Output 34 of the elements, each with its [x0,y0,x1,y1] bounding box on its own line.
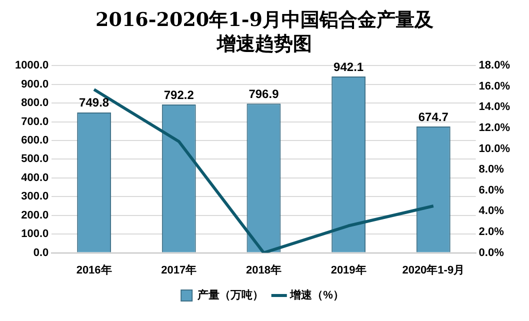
y2-tick-label: 8.0% [478,164,504,176]
y-tick-label: 700.0 [21,116,49,128]
x-tick-label: 2016年 [76,263,112,276]
data-label: 749.8 [79,96,110,110]
x-tick-label: 2019年 [330,263,366,276]
y2-tick-label: 6.0% [478,184,504,196]
y-tick-label: 800.0 [21,97,49,110]
y-tick-label: 100.0 [21,228,49,240]
y2-tick-label: 12.0% [478,122,510,134]
y-tick-label: 300.0 [21,190,49,203]
y-tick-label: 200.0 [21,209,49,222]
y2-tick-label: 4.0% [478,205,504,218]
y2-tick-label: 18.0% [478,60,510,72]
y2-tick-label: 14.0% [478,101,510,114]
y-tick-label: 600.0 [21,134,49,147]
y2-tick-label: 16.0% [478,80,510,92]
data-label: 792.2 [164,88,194,102]
y-tick-label: 0.0 [33,246,49,259]
y-tick-label: 900.0 [21,78,49,90]
y2-tick-label: 2.0% [478,226,504,238]
data-label: 942.1 [334,60,364,74]
y-tick-label: 1000.0 [14,60,49,72]
x-tick-label: 2020年1-9月 [402,263,465,276]
chart-title: 2016-2020年1-9月中国铝合金产量及增速趋势图 [94,8,434,56]
y-tick-label: 400.0 [21,172,49,184]
y2-tick-label: 10.0% [478,142,510,155]
y-tick-label: 500.0 [21,153,49,166]
data-label: 674.7 [418,110,449,124]
legend-label: 产量（万吨） [196,288,264,302]
y2-tick-label: 0.0% [478,246,504,259]
legend-label: 增速（%） [289,288,344,302]
x-tick-label: 2017年 [161,263,197,276]
x-tick-label: 2018年 [246,263,282,276]
data-label: 796.9 [248,86,280,101]
